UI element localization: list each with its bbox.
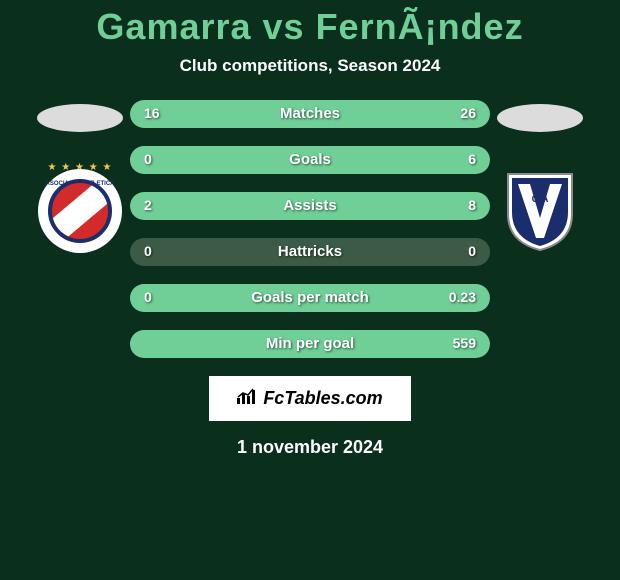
stat-label: Matches (130, 105, 490, 122)
right-player-col: C A (490, 100, 590, 254)
brand-watermark: FcTables.com (209, 376, 410, 421)
stat-value-left: 0 (144, 151, 152, 167)
brand-chart-icon (237, 388, 257, 409)
stat-label: Min per goal (130, 335, 490, 352)
brand-text: FcTables.com (263, 388, 382, 409)
stat-value-right: 6 (468, 151, 476, 167)
club-crest-left: ★ ★ ★ ★ ★ ASOCIACION ATLETICA (38, 168, 122, 254)
player-face-placeholder-right (497, 104, 583, 132)
club-crest-right: C A (498, 168, 582, 254)
page-subtitle: Club competitions, Season 2024 (180, 56, 441, 76)
crest-inner-badge (48, 179, 112, 243)
crest-sash-icon (48, 179, 112, 243)
page-title: Gamarra vs FernÃ¡ndez (96, 6, 523, 48)
stat-value-left: 0 (144, 243, 152, 259)
stat-value-left: 2 (144, 197, 152, 213)
stat-label: Hattricks (130, 243, 490, 260)
stat-value-right: 0.23 (449, 289, 476, 305)
infographic-date: 1 november 2024 (237, 437, 383, 458)
stat-label: Goals per match (130, 289, 490, 306)
stat-row: Hattricks0 0 (130, 238, 490, 266)
crest-shield-icon: C A (504, 170, 576, 252)
left-player-col: ★ ★ ★ ★ ★ ASOCIACION ATLETICA (30, 100, 130, 254)
stat-value-left: 0 (144, 289, 152, 305)
stat-row: Goals per match0 0.23 (130, 284, 490, 312)
stat-row: Matches16 26 (130, 100, 490, 128)
stat-label: Assists (130, 197, 490, 214)
stat-row: Min per goal559 (130, 330, 490, 358)
stat-value-right: 559 (453, 335, 476, 351)
stat-value-right: 26 (460, 105, 476, 121)
infographic-container: Gamarra vs FernÃ¡ndez Club competitions,… (0, 0, 620, 580)
stat-value-left: 16 (144, 105, 160, 121)
stat-row: Assists2 8 (130, 192, 490, 220)
crest-outer-circle: ASOCIACION ATLETICA (38, 169, 122, 253)
stat-label: Goals (130, 151, 490, 168)
stat-value-right: 0 (468, 243, 476, 259)
stat-row: Goals0 6 (130, 146, 490, 174)
main-row: ★ ★ ★ ★ ★ ASOCIACION ATLETICA Matches16 2… (0, 100, 620, 358)
stat-value-right: 8 (468, 197, 476, 213)
svg-text:C A: C A (532, 194, 549, 205)
stats-column: Matches1626Goals06Assists28Hattricks00Go… (130, 100, 490, 358)
player-face-placeholder-left (37, 104, 123, 132)
